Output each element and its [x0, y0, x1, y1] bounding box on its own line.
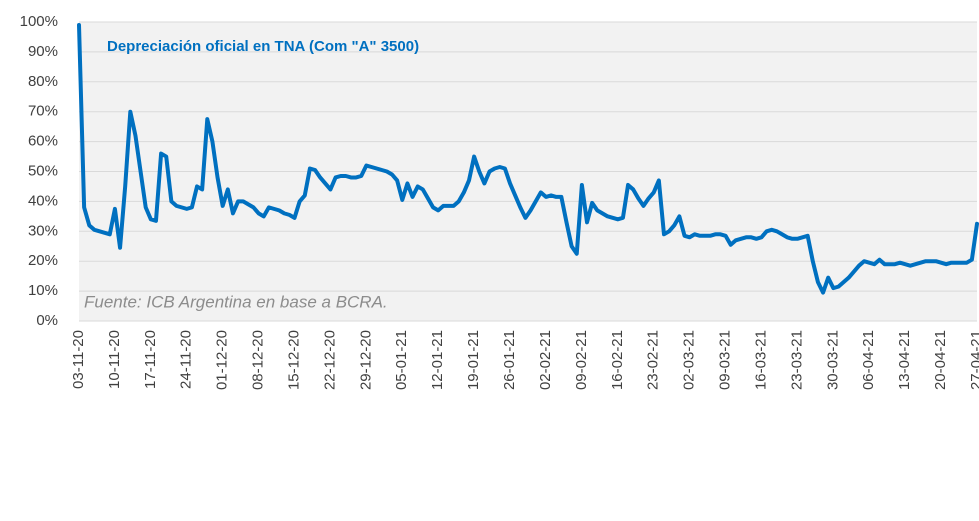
x-tick-label: 06-04-21 — [860, 330, 877, 390]
y-tick-label: 70% — [28, 103, 58, 120]
x-tick-label: 02-02-21 — [537, 330, 554, 390]
x-tick-label: 16-02-21 — [609, 330, 626, 390]
x-tick-label: 02-03-21 — [681, 330, 698, 390]
y-tick-label: 40% — [28, 192, 58, 209]
x-tick-label: 20-04-21 — [932, 330, 949, 390]
x-tick-label: 23-02-21 — [645, 330, 662, 390]
y-tick-label: 10% — [28, 282, 58, 299]
x-tick-label: 26-01-21 — [501, 330, 518, 390]
y-tick-label: 0% — [36, 312, 58, 329]
x-tick-label: 13-04-21 — [896, 330, 913, 390]
x-tick-label: 05-01-21 — [393, 330, 410, 390]
y-tick-label: 60% — [28, 133, 58, 150]
y-tick-label: 20% — [28, 252, 58, 269]
x-tick-label: 29-12-20 — [357, 330, 374, 390]
y-tick-label: 90% — [28, 43, 58, 60]
y-tick-label: 80% — [28, 73, 58, 90]
x-tick-label: 10-11-20 — [106, 330, 123, 389]
y-tick-label: 50% — [28, 162, 58, 179]
x-tick-label: 22-12-20 — [321, 330, 338, 390]
y-tick-label: 30% — [28, 222, 58, 239]
x-tick-label: 09-02-21 — [573, 330, 590, 390]
x-tick-label: 09-03-21 — [717, 330, 734, 390]
x-tick-label: 24-11-20 — [178, 330, 195, 389]
x-tick-label: 30-03-21 — [824, 330, 841, 390]
x-tick-label: 01-12-20 — [214, 330, 231, 390]
source-note: Fuente: ICB Argentina en base a BCRA. — [84, 292, 388, 311]
chart-title: Depreciación oficial en TNA (Com "A" 350… — [107, 38, 419, 55]
x-tick-label: 23-03-21 — [788, 330, 805, 390]
x-tick-label: 16-03-21 — [752, 330, 769, 390]
x-tick-label: 15-12-20 — [285, 330, 302, 390]
x-tick-label: 27-04-21 — [968, 330, 979, 390]
y-tick-label: 100% — [20, 13, 58, 30]
x-tick-label: 08-12-20 — [250, 330, 267, 390]
series-line — [77, 22, 979, 295]
x-tick-label: 17-11-20 — [142, 330, 159, 389]
x-tick-label: 19-01-21 — [465, 330, 482, 390]
x-tick-label: 03-11-20 — [70, 330, 87, 389]
x-tick-label: 12-01-21 — [429, 330, 446, 390]
